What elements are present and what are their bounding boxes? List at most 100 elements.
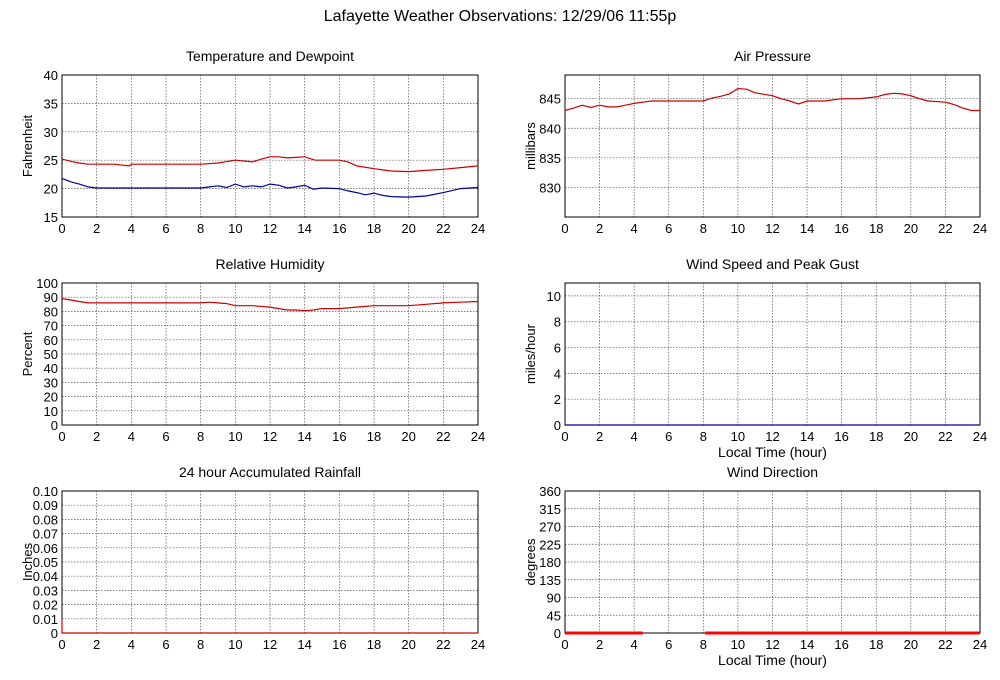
rainfall-ytick-label: 0.04 — [33, 569, 58, 584]
wind-direction-xtick-label: 6 — [665, 637, 672, 652]
temperature-xtick-label: 18 — [367, 221, 381, 236]
wind-speed-ytick-label: 2 — [554, 392, 561, 407]
pressure-xtick-label: 22 — [938, 221, 952, 236]
wind-speed-xtick-label: 6 — [665, 429, 672, 444]
rainfall-ytick-label: 0 — [51, 626, 58, 641]
humidity-ytick-label: 80 — [44, 304, 58, 319]
rainfall-xtick-label: 12 — [263, 637, 277, 652]
wind-direction-ytick-label: 180 — [539, 555, 561, 570]
rainfall-chart: 24 hour Accumulated Rainfall 0 2 4 6 8 10 12 14 1… — [20, 464, 485, 652]
pressure-xtick-label: 8 — [700, 221, 707, 236]
temperature-ytick-label: 20 — [44, 182, 58, 197]
humidity-ytick-label: 90 — [44, 290, 58, 305]
temperature-xtick-label: 20 — [401, 221, 415, 236]
rainfall-xtick-label: 16 — [332, 637, 346, 652]
temperature-xtick-label: 24 — [471, 221, 485, 236]
wind-direction-xtick-label: 16 — [834, 637, 848, 652]
rainfall-xtick-label: 2 — [93, 637, 100, 652]
temperature-ytick-label: 15 — [44, 210, 58, 225]
temperature-title: Temperature and Dewpoint — [186, 48, 354, 64]
wind-direction-title: Wind Direction — [727, 464, 818, 480]
rainfall-xtick-label: 4 — [128, 637, 135, 652]
humidity-title: Relative Humidity — [216, 256, 325, 272]
temperature-plot-frame — [61, 74, 479, 218]
wind-speed-xtick-label: 24 — [973, 429, 987, 444]
wind-direction-xtick-label: 0 — [561, 637, 568, 652]
humidity-xtick-label: 12 — [263, 429, 277, 444]
rainfall-ytick-label: 0.08 — [33, 512, 58, 527]
rainfall-ylabel: Inches — [20, 542, 35, 581]
pressure-ytick-label: 830 — [539, 180, 561, 195]
humidity-series-line-0 — [61, 298, 479, 312]
wind-direction-ytick-label: 360 — [539, 484, 561, 499]
pressure-ytick-label: 840 — [539, 121, 561, 136]
rainfall-xtick-label: 8 — [197, 637, 204, 652]
temperature-xtick-label: 10 — [228, 221, 242, 236]
wind-speed-ytick-label: 10 — [547, 289, 561, 304]
humidity-ytick-label: 60 — [44, 333, 58, 348]
humidity-xtick-label: 2 — [93, 429, 100, 444]
humidity-xtick-label: 22 — [436, 429, 450, 444]
humidity-xtick-label: 10 — [228, 429, 242, 444]
humidity-xtick-label: 24 — [471, 429, 485, 444]
wind-direction-xtick-label: 12 — [765, 637, 779, 652]
wind-speed-xtick-label: 20 — [904, 429, 918, 444]
wind-direction-ytick-label: 45 — [547, 608, 561, 623]
temperature-ytick-label: 35 — [44, 96, 58, 111]
humidity-ytick-label: 0 — [51, 418, 58, 433]
temperature-xtick-label: 12 — [263, 221, 277, 236]
wind-speed-xtick-label: 16 — [834, 429, 848, 444]
rainfall-xtick-label: 14 — [297, 637, 311, 652]
wind-speed-ytick-label: 4 — [554, 366, 561, 381]
wind-speed-xtick-label: 0 — [561, 429, 568, 444]
wind-direction-xtick-label: 10 — [731, 637, 745, 652]
pressure-xtick-label: 14 — [800, 221, 814, 236]
wind-speed-title: Wind Speed and Peak Gust — [686, 256, 859, 272]
rainfall-xtick-label: 22 — [436, 637, 450, 652]
rainfall-xtick-label: 10 — [228, 637, 242, 652]
pressure-xtick-label: 16 — [834, 221, 848, 236]
humidity-xtick-label: 0 — [58, 429, 65, 444]
humidity-ytick-label: 70 — [44, 319, 58, 334]
pressure-xtick-label: 12 — [765, 221, 779, 236]
temperature-xtick-label: 22 — [436, 221, 450, 236]
wind-direction-ytick-label: 0 — [554, 626, 561, 641]
rainfall-xtick-label: 6 — [162, 637, 169, 652]
temperature-xtick-label: 2 — [93, 221, 100, 236]
wind-direction-ytick-label: 135 — [539, 573, 561, 588]
rainfall-title: 24 hour Accumulated Rainfall — [179, 464, 361, 480]
humidity-ytick-label: 40 — [44, 361, 58, 376]
wind-direction-ylabel: degrees — [523, 538, 538, 585]
humidity-xtick-label: 16 — [332, 429, 346, 444]
pressure-xtick-label: 0 — [561, 221, 568, 236]
humidity-ytick-label: 30 — [44, 375, 58, 390]
humidity-ylabel: Percent — [20, 331, 35, 376]
temperature-ytick-label: 40 — [44, 68, 58, 83]
temperature-xtick-label: 14 — [297, 221, 311, 236]
wind-speed-xtick-label: 12 — [765, 429, 779, 444]
wind-direction-xtick-label: 14 — [800, 637, 814, 652]
pressure-xtick-label: 4 — [631, 221, 638, 236]
wind-direction-xtick-label: 22 — [938, 637, 952, 652]
wind-speed-ytick-label: 6 — [554, 341, 561, 356]
wind-speed-xtick-label: 10 — [731, 429, 745, 444]
temperature-xtick-label: 0 — [58, 221, 65, 236]
humidity-xtick-label: 8 — [197, 429, 204, 444]
rainfall-ytick-label: 0.06 — [33, 541, 58, 556]
wind-speed-ylabel: miles/hour — [523, 323, 538, 384]
rainfall-ytick-label: 0.05 — [33, 555, 58, 570]
humidity-plot-frame — [61, 282, 479, 426]
pressure-xtick-label: 2 — [596, 221, 603, 236]
wind-direction-ytick-label: 270 — [539, 520, 561, 535]
rainfall-ytick-label: 0.03 — [33, 583, 58, 598]
wind-speed-xtick-label: 18 — [869, 429, 883, 444]
rainfall-ytick-label: 0.02 — [33, 598, 58, 613]
wind-speed-ytick-label: 0 — [554, 418, 561, 433]
rainfall-ytick-label: 0.07 — [33, 527, 58, 542]
wind-direction-xtick-label: 18 — [869, 637, 883, 652]
humidity-ytick-label: 100 — [36, 276, 58, 291]
pressure-ylabel: millibars — [523, 122, 538, 170]
